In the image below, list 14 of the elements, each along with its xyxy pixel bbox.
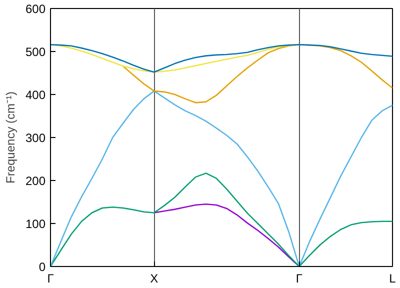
y-tick-label: 500 — [25, 45, 46, 59]
y-tick-label: 300 — [25, 131, 46, 145]
line-series — [50, 44, 392, 73]
y-tick-label: 0 — [38, 260, 46, 274]
x-tick-label: Γ — [296, 272, 303, 286]
x-tick-label: L — [389, 272, 396, 286]
y-tick-label: 200 — [25, 174, 46, 188]
y-tick-label: 400 — [25, 88, 46, 102]
x-tick-label: Γ — [47, 272, 54, 286]
line-series — [122, 44, 392, 104]
y-axis-title: Frequency (cm⁻¹) — [3, 91, 18, 184]
y-tick-label: 100 — [25, 217, 46, 231]
y-tick-label: 600 — [25, 2, 46, 16]
x-tick-label: X — [150, 272, 158, 286]
